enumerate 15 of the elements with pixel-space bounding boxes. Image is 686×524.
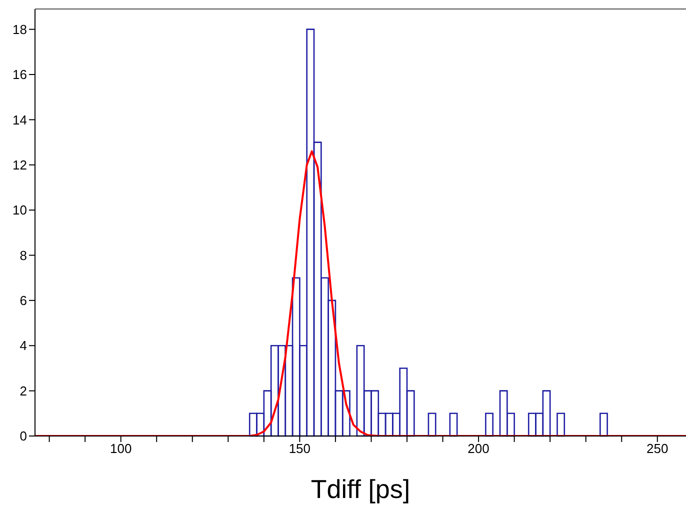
y-tick-label: 12 (12, 158, 27, 173)
y-tick-label: 10 (12, 202, 27, 218)
y-tick-label: 8 (20, 248, 27, 263)
y-tick-label: 18 (12, 22, 27, 37)
y-tick-label: 16 (12, 67, 27, 82)
y-tick-label: 14 (12, 112, 27, 128)
y-tick-label: 4 (20, 338, 27, 354)
y-tick-label: 0 (20, 428, 27, 444)
x-tick-label: 250 (646, 441, 668, 456)
x-axis-title: Tdiff [ps] (310, 474, 410, 504)
x-tick-label: 150 (288, 441, 311, 456)
y-tick-label: 6 (20, 293, 27, 308)
y-tick-label: 2 (20, 383, 27, 398)
x-tick-label: 200 (468, 441, 490, 456)
x-tick-label: 100 (110, 441, 132, 456)
